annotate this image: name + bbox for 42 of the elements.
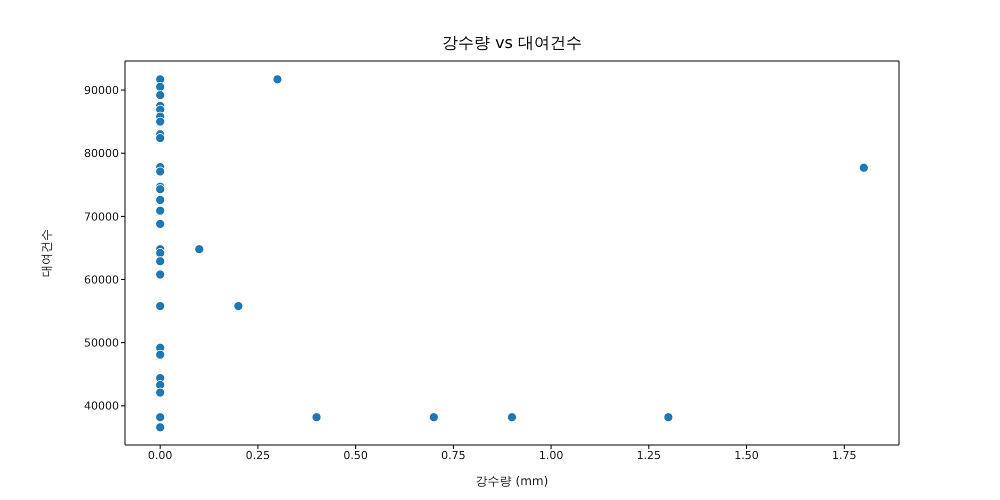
point	[155, 248, 166, 258]
x-tick-label: 0.50	[343, 448, 368, 462]
point	[155, 184, 166, 194]
y-tick-label: 90000	[84, 84, 119, 97]
chart-title: 강수량 vs 대여건수	[442, 33, 582, 52]
point	[663, 412, 674, 422]
y-tick-label: 60000	[84, 273, 119, 286]
point	[155, 256, 166, 266]
point	[155, 301, 166, 311]
point	[272, 74, 282, 84]
point	[858, 162, 869, 173]
point	[155, 90, 166, 100]
point	[155, 195, 166, 205]
x-axis-title: 강수량 (mm)	[476, 474, 548, 488]
point	[155, 166, 166, 176]
y-axis-title: 대여건수	[39, 229, 54, 277]
point	[155, 206, 166, 216]
point	[155, 270, 166, 280]
x-tick-label: 1.25	[636, 448, 662, 462]
x-tick-label: 1.50	[734, 448, 759, 462]
point	[194, 244, 204, 254]
x-tick-label: 0.75	[441, 448, 466, 462]
y-tick-label: 50000	[84, 336, 119, 350]
y-tick-label: 70000	[84, 210, 119, 224]
point	[233, 301, 244, 311]
point	[155, 116, 166, 127]
point	[428, 412, 439, 422]
y-tick-label: 80000	[84, 147, 119, 160]
point	[155, 133, 166, 143]
x-tick-label: 1.75	[832, 448, 857, 462]
x-tick-label: 0.00	[148, 448, 172, 462]
point	[155, 412, 166, 422]
point	[155, 388, 166, 398]
point	[312, 412, 322, 422]
x-tick-label: 0.25	[246, 448, 270, 462]
point	[507, 412, 517, 422]
y-tick-label: 40000	[84, 400, 119, 413]
point	[155, 219, 166, 229]
point	[155, 422, 166, 432]
x-tick-label: 1.00	[538, 448, 564, 462]
point	[155, 350, 166, 360]
point	[155, 82, 166, 92]
